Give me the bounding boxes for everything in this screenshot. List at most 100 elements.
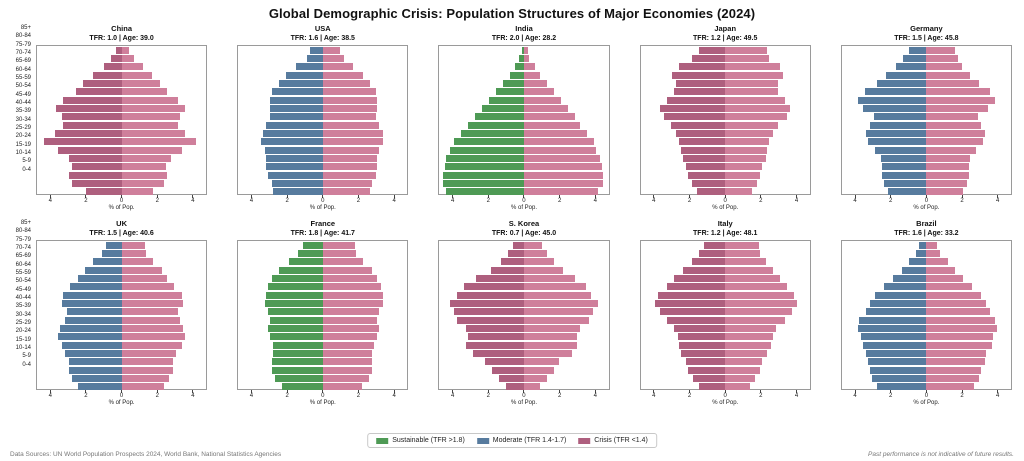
male-bar [70,283,122,291]
female-bar [926,130,985,137]
subplot-usa: USA TFR: 1.6 | Age: 38.5 4 2 0 2 4 % of Pop. [237,24,409,211]
age-group-label: 35-39 [15,108,31,115]
x-axis-label: % of Pop. [510,400,537,406]
male-bar [310,46,323,54]
female-bar [322,266,373,274]
male-bar [870,300,927,307]
x-tick-mark [250,390,252,393]
female-bar [121,180,164,187]
male-bar [77,383,122,391]
male-bar [674,88,726,96]
x-tick-label: 4 [996,393,1000,399]
female-bar [322,241,355,249]
subplot-brazil: Brazil TFR: 1.6 | Age: 33.2 4 2 0 2 4 % of Pop. [840,219,1012,406]
male-bar [269,316,323,324]
subplot-italy: Italy TFR: 1.2 | Age: 48.1 4 2 0 2 4 % of Pop. [639,219,811,406]
pyramid-plot-india [438,45,610,196]
x-tick-mark [393,195,395,198]
data-sources-footnote: Data Sources: UN World Population Prospe… [10,451,282,458]
country-name: Brazil [916,219,937,228]
male-bar [264,300,323,307]
female-bar [322,55,344,62]
age-group-label: 5-9 [22,353,31,360]
male-bar [674,275,726,282]
female-bar [725,358,763,366]
male-bar [275,375,323,382]
x-axis-label: % of Pop. [913,400,940,406]
female-bar [121,316,180,324]
age-axis-labels: 85+ 80-84 75-79 70-74 65-69 60-64 55-59 50-54 45… [4,219,33,369]
female-bar [523,138,595,146]
age-group-label: 75-79 [15,236,31,243]
male-bar [490,266,524,274]
female-bar [523,180,604,187]
male-bar [102,250,122,257]
female-bar [523,71,540,79]
female-bar [523,121,581,129]
female-bar [121,155,171,162]
female-bar [121,88,168,96]
x-tick-label: 2 [687,393,692,399]
x-tick-label: 2 [486,198,490,204]
female-bar [523,88,554,96]
age-group-label: 85+ [20,25,31,31]
male-bar [75,88,122,96]
female-bar [523,266,563,274]
female-bar [322,80,371,87]
age-group-label: 40-44 [15,295,31,301]
tfr-age-subtitle: TFR: 1.5 | Age: 45.8 [894,34,959,42]
female-bar [322,130,383,137]
female-bar [121,366,173,374]
female-bar [725,316,786,324]
female-bar [322,316,378,324]
male-bar [508,250,524,257]
x-tick-label: 2 [759,393,763,399]
female-bar [926,96,996,104]
female-bar [926,283,973,291]
female-bar [725,250,761,257]
legend-label-moderate: Moderate (TFR 1.4-1.7) [492,437,567,444]
country-name: Japan [714,24,737,33]
female-bar [725,308,793,316]
x-tick-label: 2 [960,393,964,399]
female-bar [926,188,964,196]
pyramid-plot-brazil [840,240,1012,391]
x-tick-mark [156,195,158,198]
female-bar [322,113,376,121]
female-bar [121,350,177,357]
x-axis: 4 2 0 2 4 [36,390,207,400]
male-bar [870,121,927,129]
female-bar [322,325,380,332]
female-bar [926,300,987,307]
x-tick-label: 2 [759,198,763,204]
male-bar [289,258,323,266]
female-bar [725,241,759,249]
male-bar [116,46,122,54]
x-axis: 4 2 0 2 4 [237,390,408,400]
female-bar [322,275,378,282]
legend-label-crisis: Crisis (TFR <1.4) [594,437,648,444]
male-bar [453,308,524,316]
subplot-title-germany: Germany TFR: 1.5 | Age: 45.8 [841,24,1012,45]
x-tick-mark [796,195,798,198]
male-bar [93,71,122,79]
female-bar [523,63,535,71]
x-tick-mark [452,195,454,198]
male-bar [654,300,726,307]
tfr-age-subtitle: TFR: 1.0 | Age: 39.0 [89,34,154,42]
x-tick-label: 4 [48,393,52,399]
male-bar [68,366,122,374]
female-bar [121,375,170,382]
female-bar [322,105,378,112]
male-bar [63,96,122,104]
male-bar [444,163,524,171]
male-bar [271,366,323,374]
x-tick-mark [653,390,655,393]
x-tick-mark [121,390,123,393]
x-tick-label: 4 [794,393,799,399]
female-bar [121,163,166,171]
male-bar [866,130,927,137]
male-bar [686,163,726,171]
male-bar [464,283,524,291]
female-bar [725,300,798,307]
